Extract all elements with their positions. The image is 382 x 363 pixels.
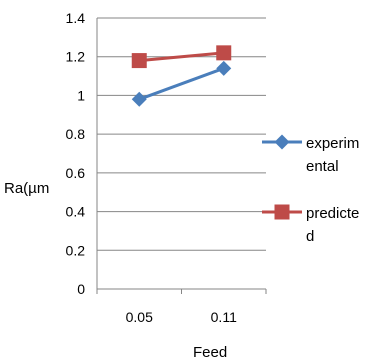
legend-label: experim bbox=[306, 135, 359, 152]
gridlines bbox=[97, 17, 266, 251]
y-tick-label: 0.4 bbox=[66, 204, 86, 220]
y-tick-label: 0.8 bbox=[66, 126, 86, 142]
x-axis-ticks: 0.05 0.11 bbox=[96, 289, 267, 325]
legend-marker bbox=[274, 204, 290, 220]
y-tick-label: 1.2 bbox=[66, 49, 86, 65]
series-line bbox=[139, 51, 224, 63]
legend-entry-predicted: predicte d bbox=[262, 204, 359, 245]
legend-label: ental bbox=[306, 158, 339, 175]
x-tick-label: 0.11 bbox=[211, 309, 237, 325]
data-point bbox=[216, 45, 232, 61]
data-point bbox=[131, 91, 147, 107]
legend: experim ental predicte d bbox=[262, 134, 359, 245]
y-tick-label: 0.6 bbox=[66, 165, 86, 181]
y-tick-label: 0.2 bbox=[66, 242, 86, 258]
x-tick-label: 0.05 bbox=[126, 309, 153, 325]
data-point bbox=[216, 60, 232, 76]
y-tick-label: 1 bbox=[77, 87, 85, 103]
series-experimental bbox=[131, 60, 232, 107]
y-axis-ticks: 0 0.2 0.4 0.6 0.8 1 1.2 1.4 bbox=[66, 10, 86, 297]
series-layer bbox=[131, 45, 232, 107]
y-tick-label: 1.4 bbox=[66, 10, 86, 26]
legend-marker bbox=[274, 134, 290, 150]
y-axis-title: Ra(µm bbox=[4, 180, 49, 197]
legend-entry-experimental: experim ental bbox=[262, 134, 359, 175]
y-tick-label: 0 bbox=[77, 281, 85, 297]
legend-label: d bbox=[306, 228, 314, 245]
series-line bbox=[138, 66, 225, 101]
x-axis-title: Feed bbox=[193, 344, 227, 361]
legend-label: predicte bbox=[306, 205, 359, 222]
series-predicted bbox=[131, 45, 232, 69]
data-point bbox=[131, 53, 147, 69]
